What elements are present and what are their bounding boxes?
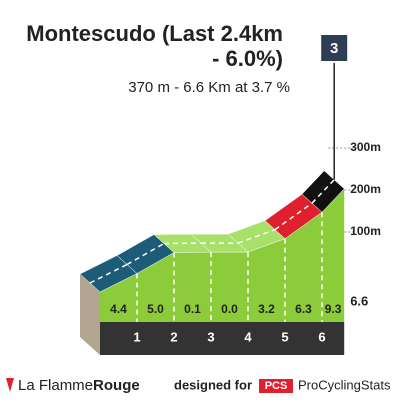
- title-line: - 6.0%): [212, 46, 283, 71]
- ridge-dash: [89, 263, 128, 284]
- ridge-dash: [237, 228, 276, 244]
- designed-for: designed for: [174, 377, 252, 392]
- footer: La FlammeRouge designed for PCS ProCycli…: [6, 377, 391, 394]
- subtitle: 370 m - 6.6 Km at 3.7 %: [128, 79, 290, 96]
- y-tick-label: 200m: [350, 182, 381, 196]
- distance-label: 6.6: [350, 293, 368, 308]
- brand-b: Rouge: [93, 377, 140, 394]
- km-label: 3: [207, 329, 214, 344]
- gradient-label: 5.0: [147, 302, 164, 316]
- pcs-box: [259, 379, 293, 393]
- gradient-label: 0.1: [184, 302, 201, 316]
- gradient-label: 3.2: [258, 302, 275, 316]
- km-label: 1: [133, 329, 140, 344]
- y-tick-label: 100m: [350, 224, 381, 238]
- pcs-name: ProCyclingStats: [298, 377, 391, 392]
- gradient-label: 0.0: [221, 302, 238, 316]
- side-face: [80, 274, 100, 355]
- brand-icon: [6, 378, 14, 392]
- km-label: 4: [244, 329, 252, 344]
- km-label: 5: [281, 329, 288, 344]
- km-label: 2: [170, 329, 177, 344]
- base-band: [100, 322, 345, 355]
- brand: La FlammeRouge: [18, 377, 140, 394]
- km-label: 6: [318, 329, 325, 344]
- y-tick-label: 300m: [350, 140, 381, 154]
- gradient-label: 6.3: [295, 302, 312, 316]
- gradient-label: 9.3: [325, 302, 342, 316]
- badge: [319, 33, 350, 63]
- gradient-label: 4.4: [110, 302, 127, 316]
- ridge-dash: [274, 202, 313, 231]
- ridge-dash: [126, 242, 165, 266]
- front-face: [100, 188, 345, 322]
- pcs: PCS: [265, 380, 288, 392]
- title-line: Montescudo (Last 2.4km: [26, 21, 283, 46]
- badge-label: 3: [330, 40, 338, 57]
- brand-a: La Flamme: [18, 377, 93, 394]
